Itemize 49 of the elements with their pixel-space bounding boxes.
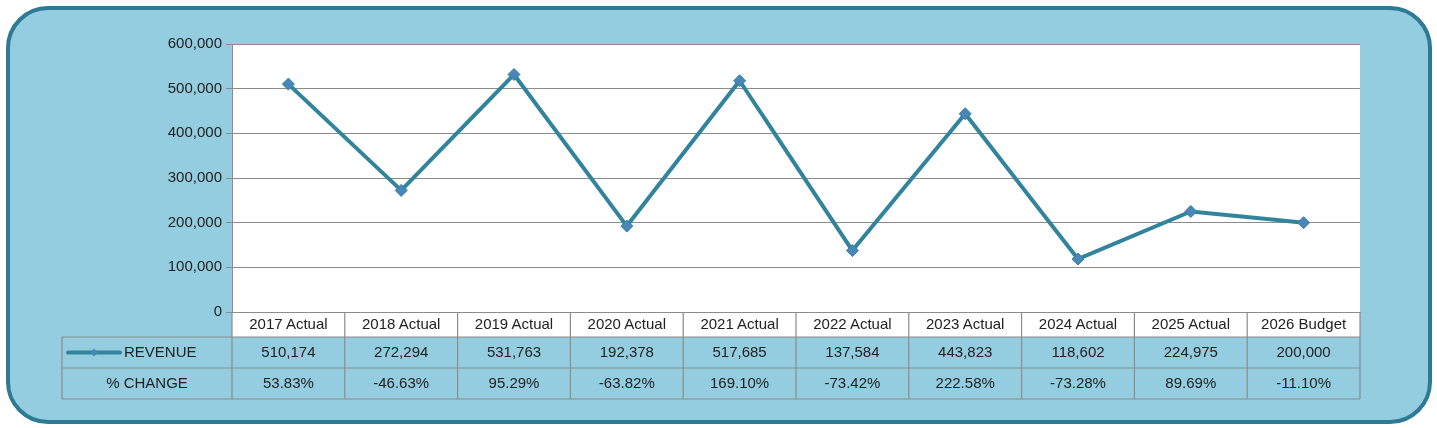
y-tick-label: 200,000 <box>167 212 222 230</box>
data-label: 137,584 <box>825 342 880 360</box>
x-tick-label: 2019 Actual <box>474 315 554 333</box>
text: 169.10% <box>709 373 770 391</box>
y-tick-label: 0 <box>213 302 222 320</box>
point <box>958 107 972 121</box>
point <box>1297 216 1311 230</box>
point <box>507 67 521 81</box>
point <box>1071 252 1085 266</box>
text: -46.63% <box>373 373 430 391</box>
data-label: 200,000 <box>1276 342 1331 360</box>
point <box>281 77 295 91</box>
x-tick-label: 2020 Actual <box>587 315 666 333</box>
data-label: 517,685 <box>712 342 767 360</box>
point <box>620 219 634 233</box>
point <box>845 244 859 258</box>
data-label: 443,823 <box>938 342 993 360</box>
data-label: 531,763 <box>486 342 542 360</box>
text: 89.69% <box>1165 373 1217 391</box>
x-tick-label: 2025 Actual <box>1151 315 1230 333</box>
point <box>394 183 408 197</box>
data-label: 118,602 <box>1051 342 1105 360</box>
text: -11.10% <box>1276 373 1331 391</box>
y-tick-label: 300,000 <box>167 168 222 186</box>
text: -73.42% <box>824 373 881 391</box>
x-tick-label: 2017 Actual <box>249 315 328 333</box>
text: 95.29% <box>488 373 540 391</box>
text: % CHANGE <box>106 373 188 391</box>
x-tick-label: 2024 Actual <box>1038 315 1118 333</box>
data-label: 272,294 <box>374 342 429 360</box>
y-tick-label: 100,000 <box>167 257 222 275</box>
text: 222.58% <box>935 373 995 391</box>
point <box>1184 205 1198 219</box>
x-tick-label: 2021 Actual <box>700 315 779 333</box>
y-tick-label: 400,000 <box>167 123 222 141</box>
y-tick-label: 500,000 <box>167 78 222 96</box>
text: 53.83% <box>262 373 314 391</box>
legend-label: REVENUE <box>124 342 197 360</box>
x-tick-label: 2022 Actual <box>813 315 892 333</box>
data-label: 192,378 <box>599 342 654 360</box>
text: -63.82% <box>598 373 655 391</box>
point <box>733 74 747 88</box>
text: -73.28% <box>1050 373 1106 391</box>
x-tick-label: 2018 Actual <box>362 315 441 333</box>
x-tick-label: 2023 Actual <box>926 315 1005 333</box>
data-label: 224,975 <box>1163 342 1218 360</box>
x-tick-label: 2026 Budget <box>1261 315 1347 333</box>
y-tick-label: 600,000 <box>167 34 222 52</box>
data-label: 510,174 <box>261 342 316 360</box>
